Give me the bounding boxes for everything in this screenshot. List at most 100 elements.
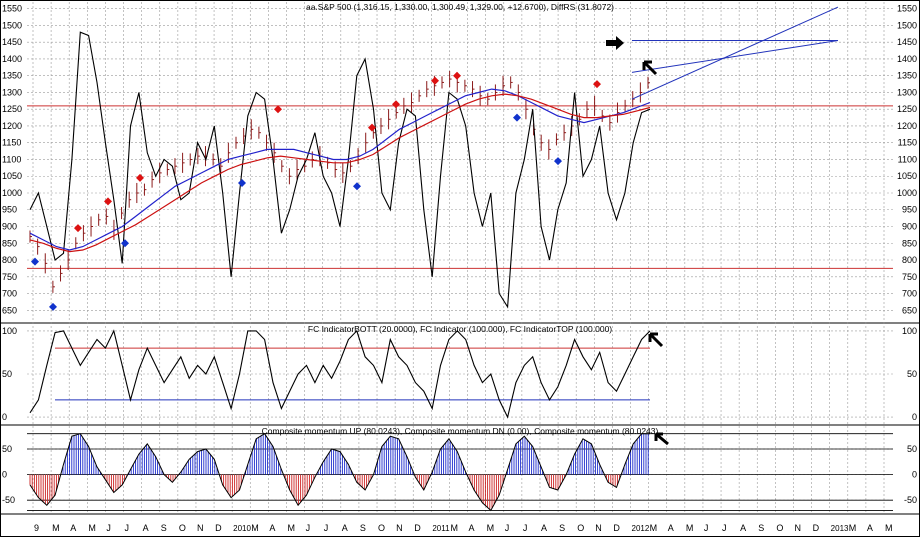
price-ytick-right: 1250 — [897, 104, 917, 114]
price-ytick-right: 1550 — [897, 4, 917, 14]
month-tick-label: A — [143, 523, 149, 533]
price-panel-title: aa.S&P 500 (1,316.15, 1,330.00, 1,300.49… — [306, 2, 614, 12]
price-ytick-right: 650 — [902, 305, 917, 315]
month-tick-label: N — [197, 523, 204, 533]
price-ytick-left: 950 — [2, 205, 17, 215]
indicator-ytick-right: 50 — [907, 369, 917, 379]
month-tick-label: M — [88, 523, 96, 533]
down-signal-marker — [121, 239, 129, 248]
price-ytick-left: 700 — [2, 289, 17, 299]
price-ytick-left: 1150 — [2, 138, 21, 148]
month-tick-label: D — [613, 523, 620, 533]
month-tick-label: A — [740, 523, 746, 533]
down-signal-marker — [238, 178, 246, 187]
up-signal-marker — [431, 76, 439, 85]
price-ytick-right: 1000 — [897, 188, 917, 198]
price-ytick-right: 1100 — [898, 154, 917, 164]
month-tick-label: M — [849, 523, 857, 533]
month-tick-label: O — [577, 523, 584, 533]
projection-line — [631, 6, 839, 100]
up-signal-marker — [368, 123, 376, 132]
price-ytick-right: 700 — [902, 289, 917, 299]
pointer-arrow-icon — [642, 60, 658, 76]
up-signal-marker — [274, 105, 282, 114]
momentum-arrow-icon — [654, 432, 669, 446]
momentum-line — [29, 433, 650, 512]
indicator-panel-title: FC IndicatorBOTT (20.0000), FC Indicator… — [308, 324, 612, 334]
momentum-ytick-right: 50 — [907, 444, 917, 454]
month-tick-label: A — [541, 523, 547, 533]
down-signal-marker — [554, 157, 562, 166]
price-ytick-left: 1000 — [2, 188, 22, 198]
month-tick-label: A — [342, 523, 348, 533]
month-tick-label: M — [686, 523, 694, 533]
month-tick-label: N — [794, 523, 801, 533]
month-tick-label: S — [758, 523, 764, 533]
down-signal-marker — [31, 257, 39, 266]
price-ytick-left: 1500 — [2, 20, 22, 30]
price-ytick-right: 1150 — [898, 138, 917, 148]
month-tick-label: J — [106, 523, 111, 533]
up-signal-marker — [593, 80, 601, 89]
momentum-ytick-right: -50 — [904, 495, 917, 505]
down-signal-marker — [49, 302, 57, 311]
month-tick-label: A — [867, 523, 873, 533]
month-tick-label: M — [487, 523, 495, 533]
indicator-arrow-icon — [648, 332, 664, 348]
month-tick-label: 2013 — [831, 524, 849, 533]
indicator-ytick-left: 50 — [2, 369, 12, 379]
up-signal-marker — [74, 224, 82, 233]
month-tick-label: 2010 — [233, 524, 251, 533]
price-ytick-right: 900 — [902, 222, 917, 232]
price-ytick-right: 1300 — [897, 87, 917, 97]
month-tick-label: J — [523, 523, 528, 533]
month-tick-label: A — [469, 523, 475, 533]
month-tick-label: 2012 — [632, 524, 650, 533]
momentum-panel-title: Composite momentum UP (80.0243), Composi… — [262, 426, 659, 436]
month-tick-label: J — [722, 523, 727, 533]
price-ytick-right: 1450 — [897, 37, 917, 47]
month-tick-label: S — [360, 523, 366, 533]
price-ytick-left: 1100 — [2, 154, 21, 164]
price-ytick-right: 800 — [902, 255, 917, 265]
month-tick-label: D — [813, 523, 820, 533]
price-ytick-left: 900 — [2, 222, 17, 232]
month-tick-label: A — [70, 523, 76, 533]
momentum-ytick-left: 0 — [2, 470, 7, 480]
price-ytick-left: 1550 — [2, 4, 22, 14]
indicator-ytick-left: 0 — [2, 412, 7, 422]
indicator-ytick-left: 100 — [2, 326, 17, 336]
month-tick-label: 2011 — [432, 524, 450, 533]
indicator-ytick-right: 0 — [912, 412, 917, 422]
price-series-oscillator — [29, 31, 651, 309]
month-tick-label: D — [215, 523, 222, 533]
price-ytick-left: 800 — [2, 255, 17, 265]
price-ytick-left: 1450 — [2, 37, 22, 47]
price-ytick-right: 1200 — [897, 121, 917, 131]
month-tick-label: O — [179, 523, 186, 533]
month-tick-label: M — [287, 523, 295, 533]
month-tick-label: J — [505, 523, 510, 533]
month-tick-label: D — [414, 523, 421, 533]
projection-line — [631, 40, 839, 73]
price-ytick-left: 1350 — [2, 71, 22, 81]
price-ytick-right: 1500 — [897, 20, 917, 30]
month-tick-label: J — [125, 523, 130, 533]
momentum-ytick-right: 0 — [912, 470, 917, 480]
price-ytick-left: 650 — [2, 305, 17, 315]
price-ytick-left: 1200 — [2, 121, 22, 131]
month-tick-label: M — [251, 523, 259, 533]
right-arrow-icon — [606, 36, 624, 50]
month-tick-label: M — [650, 523, 658, 533]
month-tick-label: O — [776, 523, 783, 533]
month-tick-label: M — [52, 523, 60, 533]
up-signal-marker — [392, 100, 400, 109]
month-tick-label: J — [704, 523, 709, 533]
month-tick-label: N — [396, 523, 403, 533]
indicator-line — [29, 329, 651, 419]
price-ytick-left: 1400 — [2, 54, 22, 64]
month-tick-label: J — [324, 523, 329, 533]
up-signal-marker — [136, 173, 144, 182]
month-tick-label: 9 — [34, 523, 39, 533]
price-ytick-left: 750 — [2, 272, 17, 282]
